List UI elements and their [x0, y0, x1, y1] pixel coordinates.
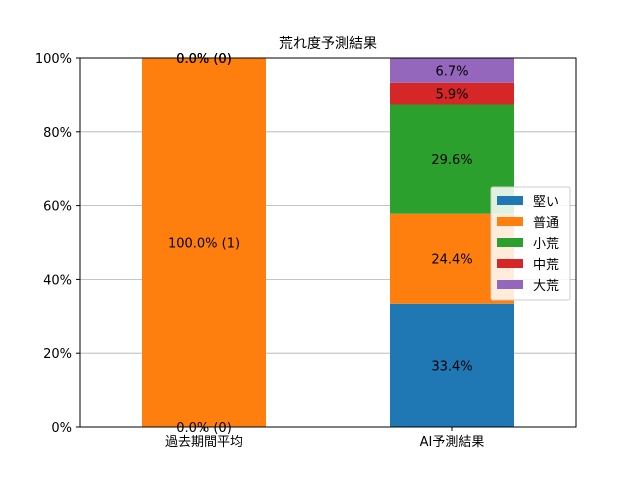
legend-swatch-2	[497, 238, 523, 247]
chart-title: 荒れ度予測結果	[279, 36, 377, 52]
bar-label-0-3: 0.0% (0)	[176, 52, 232, 67]
y-tick-label-4: 80%	[43, 126, 72, 141]
y-tick-label-0: 0%	[51, 421, 72, 436]
bar-1-3	[390, 82, 514, 105]
legend-swatch-1	[497, 217, 523, 226]
x-tick-label-0: 過去期間平均	[165, 435, 243, 450]
legend-label-3: 中荒	[533, 258, 559, 273]
x-tick-label-1: AI予測結果	[420, 435, 485, 450]
legend-swatch-0	[497, 196, 523, 205]
bar-label-1-2: 29.6%	[431, 153, 472, 168]
legend-label-0: 堅い	[533, 195, 559, 210]
bar-label-0-0: 0.0% (0)	[176, 421, 232, 436]
axes: 0% 20% 40% 60% 80% 100% 過去期間平均 AI予測結果	[35, 52, 577, 450]
legend-swatch-4	[497, 280, 523, 289]
plot-frame	[79, 57, 577, 428]
bar-label-0-1: 100.0% (1)	[168, 237, 240, 252]
y-tick-label-1: 20%	[43, 347, 72, 362]
legend-box	[490, 186, 571, 301]
bar-label-1-1: 24.4%	[431, 253, 472, 268]
bar-label-1-0: 33.4%	[431, 359, 472, 374]
y-tick-label-2: 40%	[43, 273, 72, 288]
segment-labels: 0.0% (0)100.0% (1)0.0% (0)0.0% (0)0.0% (…	[168, 52, 473, 436]
y-tick-label-3: 60%	[43, 200, 72, 215]
y-tick-label-5: 100%	[35, 52, 72, 67]
legend-label-2: 小荒	[533, 237, 559, 252]
bar-label-0-2: 0.0% (0)	[176, 52, 232, 67]
legend-label-1: 普通	[533, 216, 559, 231]
bar-label-0-4: 0.0% (0)	[176, 52, 232, 67]
bar-label-1-4: 6.7%	[435, 64, 468, 79]
legend-label-4: 大荒	[533, 279, 559, 294]
bar-1-4	[390, 58, 514, 83]
bar-0-1	[142, 58, 266, 427]
legend-swatch-3	[497, 259, 523, 268]
bar-1-0	[390, 303, 514, 427]
bar-label-1-3: 5.9%	[435, 88, 468, 103]
